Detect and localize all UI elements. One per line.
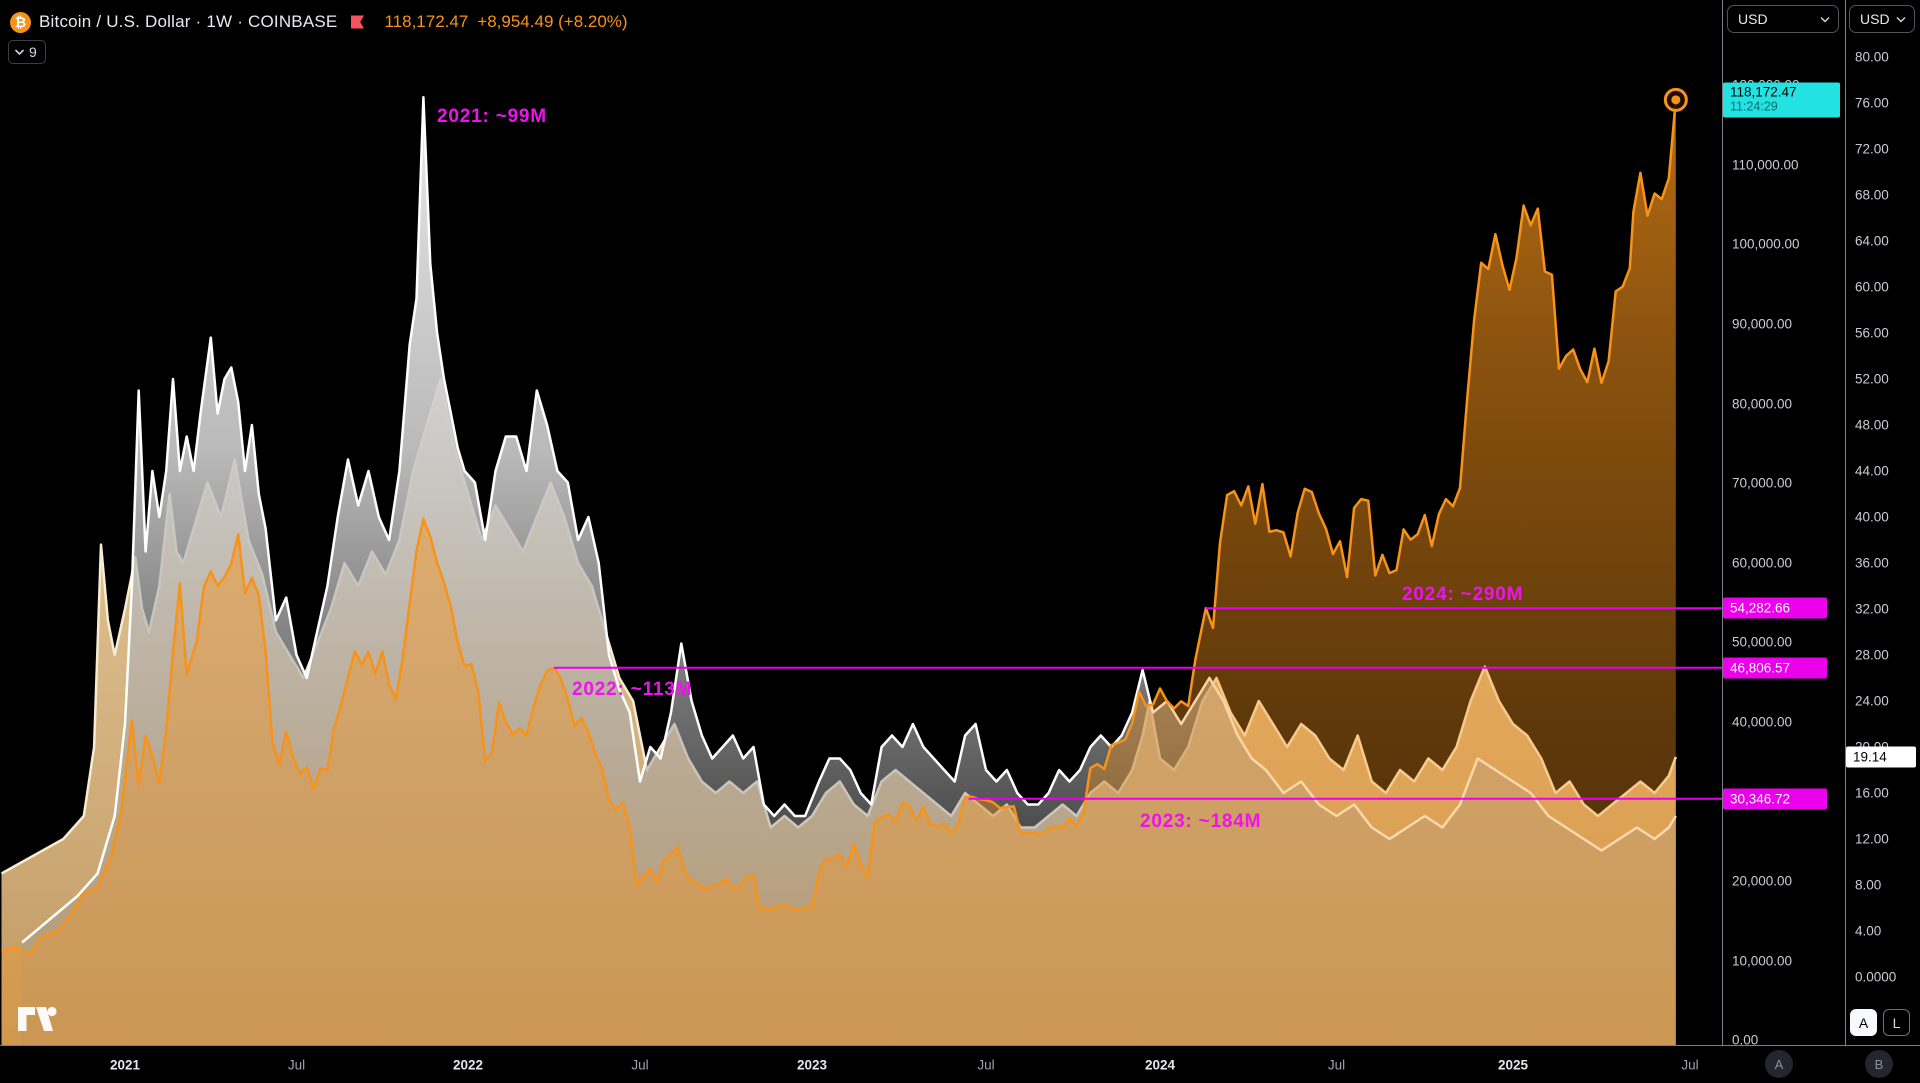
currency-select-right[interactable]: USD [1849, 5, 1915, 33]
flag-icon[interactable] [349, 14, 366, 30]
indicator-tick: 36.00 [1855, 555, 1889, 571]
last-price-marker-icon [1671, 95, 1681, 105]
ray-price-label: 30,346.72 [1723, 788, 1827, 810]
auto-scale-button[interactable]: A [1850, 1009, 1877, 1036]
last-price: 118,172.47 [384, 12, 469, 31]
last-price-axis-label: 118,172.47 11:24:29 [1723, 82, 1840, 118]
time-axis[interactable]: 2021 Jul 2022 Jul 2023 Jul 2024 Jul 2025 Jul A B [0, 1046, 1920, 1083]
indicator-tick: 16.00 [1855, 785, 1889, 801]
indicator-tick: 28.00 [1855, 647, 1889, 663]
year-volume-annotation[interactable]: 2023: ~184M [1140, 811, 1262, 832]
price-tick: 10,000.00 [1732, 953, 1793, 969]
last-price-value: 118,172.47 [1730, 84, 1797, 100]
year-volume-annotation[interactable]: 2024: ~290M [1402, 584, 1524, 605]
indicator-axis[interactable]: 80.00 76.00 72.00 68.00 64.00 60.00 56.00 52.00… [1846, 0, 1920, 1045]
axis-separator [1722, 0, 1723, 1083]
price-tick: 60,000.00 [1732, 555, 1793, 571]
indicator-tick: 32.00 [1855, 601, 1889, 617]
btc-price-line[interactable] [1, 99, 1678, 957]
price-chart[interactable] [0, 0, 1722, 1045]
currency-left-value: USD [1738, 11, 1768, 27]
time-tick: 2024 [1144, 1057, 1176, 1072]
price-axis[interactable]: 54,282.6646,806.5730,346.72120,000.00110… [1723, 0, 1845, 1048]
indicator-tick: 64.00 [1855, 233, 1889, 249]
separator-dot: · [237, 12, 244, 31]
indicator-tick: 40.00 [1855, 509, 1889, 525]
time-axis-separator [0, 1045, 1920, 1046]
symbol-name: Bitcoin / U.S. Dollar [39, 12, 191, 31]
indicator-tick: 52.00 [1855, 371, 1889, 387]
indicator-tick: 80.00 [1855, 49, 1889, 65]
time-tick: 2021 [109, 1057, 141, 1072]
quote-values: 118,172.47 +8,954.49 (+8.20%) [384, 12, 627, 32]
year-volume-annotation[interactable]: 2021: ~99M [437, 106, 547, 127]
indicator-tick: 56.00 [1855, 325, 1889, 341]
time-tick: 2023 [796, 1057, 828, 1072]
price-tick: 90,000.00 [1732, 316, 1793, 332]
ray-price-label: 46,806.57 [1723, 657, 1827, 679]
tradingview-logo[interactable] [16, 1002, 58, 1041]
time-tick: 2022 [452, 1057, 484, 1072]
price-tick: 110,000.00 [1732, 157, 1799, 173]
indicator-tick: 60.00 [1855, 279, 1889, 295]
price-tick: 40,000.00 [1732, 714, 1793, 730]
price-change: +8,954.49 (+8.20%) [477, 12, 628, 31]
price-tick: 50,000.00 [1732, 634, 1793, 650]
chevron-down-icon [14, 49, 25, 56]
price-tick: 80,000.00 [1732, 396, 1793, 412]
time-tick: Jul [1681, 1057, 1699, 1072]
pane-a-button[interactable]: A [1765, 1050, 1793, 1078]
log-scale-button[interactable]: L [1883, 1009, 1910, 1036]
separator-dot: · [195, 12, 202, 31]
indicator-tick: 44.00 [1855, 463, 1889, 479]
time-tick: Jul [977, 1057, 995, 1072]
indicator-tick: 12.00 [1855, 831, 1889, 847]
indicator-tick: 8.00 [1855, 877, 1882, 893]
chevron-down-icon [1896, 16, 1906, 23]
time-tick: Jul [1327, 1057, 1346, 1072]
indicator-tick: 48.00 [1855, 417, 1889, 433]
price-tick: 70,000.00 [1732, 475, 1793, 491]
year-volume-annotation[interactable]: 2022: ~113M [572, 679, 693, 700]
indicator-tick: 68.00 [1855, 187, 1889, 203]
indicator-tick: 4.00 [1855, 923, 1882, 939]
price-tick: 100,000.00 [1732, 236, 1800, 252]
indicator-tick: 76.00 [1855, 95, 1889, 111]
indicator-tick: 72.00 [1855, 141, 1889, 157]
chevron-down-icon [1820, 16, 1830, 23]
bitcoin-logo-icon: ₿ [10, 11, 31, 33]
indicator-tick: 24.00 [1855, 693, 1889, 709]
symbol-title[interactable]: Bitcoin / U.S. Dollar · 1W · COINBASE [39, 12, 337, 32]
bar-countdown: 11:24:29 [1730, 99, 1778, 114]
currency-select-left[interactable]: USD [1727, 5, 1839, 33]
time-tick: Jul [287, 1057, 306, 1072]
ray-price-label: 54,282.66 [1723, 597, 1827, 619]
time-tick: 2025 [1497, 1057, 1529, 1072]
indicator-tick: 0.0000 [1855, 969, 1897, 985]
timeframe-label: 1W [206, 12, 233, 31]
drawings-count: 9 [29, 44, 37, 60]
btc-price-area [1, 99, 1676, 1045]
drawings-dropdown[interactable]: 9 [8, 40, 46, 64]
price-tick: 20,000.00 [1732, 873, 1793, 889]
pane-b-button[interactable]: B [1865, 1050, 1893, 1078]
price-tick: 0.00 [1732, 1032, 1759, 1048]
indicator-last-value-label: 19.14 [1846, 746, 1916, 768]
time-tick: Jul [631, 1057, 649, 1072]
currency-right-value: USD [1860, 11, 1890, 27]
exchange-label: COINBASE [248, 12, 338, 31]
axis-separator [1845, 0, 1846, 1083]
